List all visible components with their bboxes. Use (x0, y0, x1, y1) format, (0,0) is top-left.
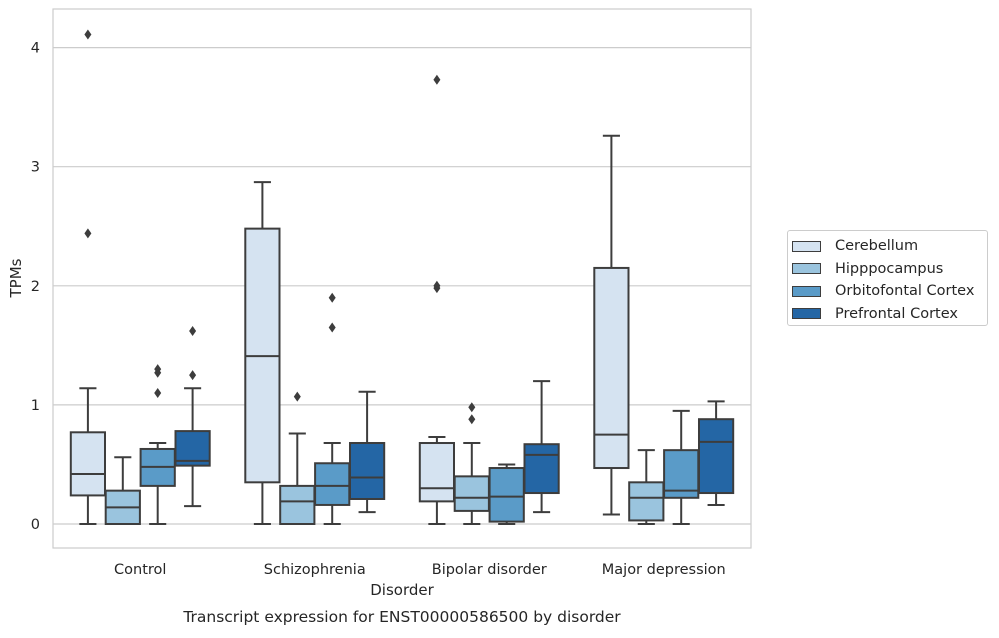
box-plot (663, 409, 700, 525)
box-plot (104, 456, 141, 526)
plot-area-frame (52, 8, 752, 549)
legend: Cerebellum Hipppocampus Orbitofontal Corte… (787, 230, 988, 326)
outlier-point (433, 280, 441, 291)
outlier-point (154, 364, 162, 375)
x-tick-label: Major depression (602, 562, 726, 578)
box-layer (69, 29, 735, 526)
y-tick-label: 4 (31, 41, 40, 57)
outlier-point (468, 402, 476, 413)
x-tick-label: Control (114, 562, 166, 578)
box-plot (523, 380, 560, 514)
box (628, 481, 665, 522)
box (69, 431, 107, 497)
box (488, 467, 525, 523)
box (593, 266, 630, 470)
legend-item: Orbitofontal Cortex (792, 280, 987, 303)
legend-swatch (792, 263, 821, 275)
legend-item: Hipppocampus (792, 258, 987, 281)
box-plot (244, 181, 281, 525)
legend-label: Hipppocampus (835, 260, 944, 277)
outlier-point (84, 228, 92, 239)
legend-swatch (792, 308, 821, 320)
y-axis-label: TPMs (7, 258, 25, 298)
y-tick-label: 2 (31, 279, 40, 295)
box-plot (279, 391, 316, 525)
box (279, 484, 316, 525)
outlier-point (468, 414, 476, 425)
outlier-point (189, 370, 197, 381)
outlier-point (328, 322, 336, 333)
legend-label: Orbitofontal Cortex (835, 283, 975, 300)
box (348, 442, 386, 500)
legend-swatch (792, 285, 821, 297)
box-plot (453, 402, 490, 525)
box (418, 442, 456, 503)
box (523, 443, 560, 495)
grid-lines (53, 46, 751, 525)
box (314, 462, 351, 506)
x-tick-labels: Control Schizophrenia Bipolar disorder Majo… (114, 562, 726, 578)
legend-item: Cerebellum (792, 235, 987, 258)
legend-label: Prefrontal Cortex (835, 305, 958, 322)
chart-title: Transcript expression for ENST0000058650… (182, 608, 621, 626)
legend-label: Cerebellum (835, 238, 919, 255)
box (697, 418, 735, 495)
box (453, 475, 490, 512)
box-plot (174, 326, 211, 508)
box-plot (314, 292, 351, 525)
outlier-point (189, 326, 197, 337)
x-tick-label: Bipolar disorder (432, 562, 547, 578)
box-plot (418, 74, 456, 525)
box-plot (139, 364, 176, 525)
y-tick-label: 1 (31, 398, 40, 414)
outlier-point (84, 29, 92, 40)
y-tick-label: 3 (31, 160, 40, 176)
box-plot (348, 390, 386, 514)
legend-item: Prefrontal Cortex (792, 303, 987, 326)
outlier-point (433, 74, 441, 85)
outlier-point (328, 292, 336, 303)
box-plot (488, 463, 525, 525)
outlier-point (293, 391, 301, 402)
box-plot (593, 134, 630, 516)
legend-swatch (792, 240, 821, 252)
y-tick-labels: 0 1 2 3 4 (31, 41, 40, 533)
y-tick-label: 0 (31, 517, 40, 533)
box-plot (628, 449, 665, 525)
outlier-point (154, 387, 162, 398)
x-axis-label: Disorder (370, 581, 434, 599)
box-plot (697, 400, 735, 506)
box-plot (69, 29, 107, 525)
x-tick-label: Schizophrenia (264, 562, 366, 578)
